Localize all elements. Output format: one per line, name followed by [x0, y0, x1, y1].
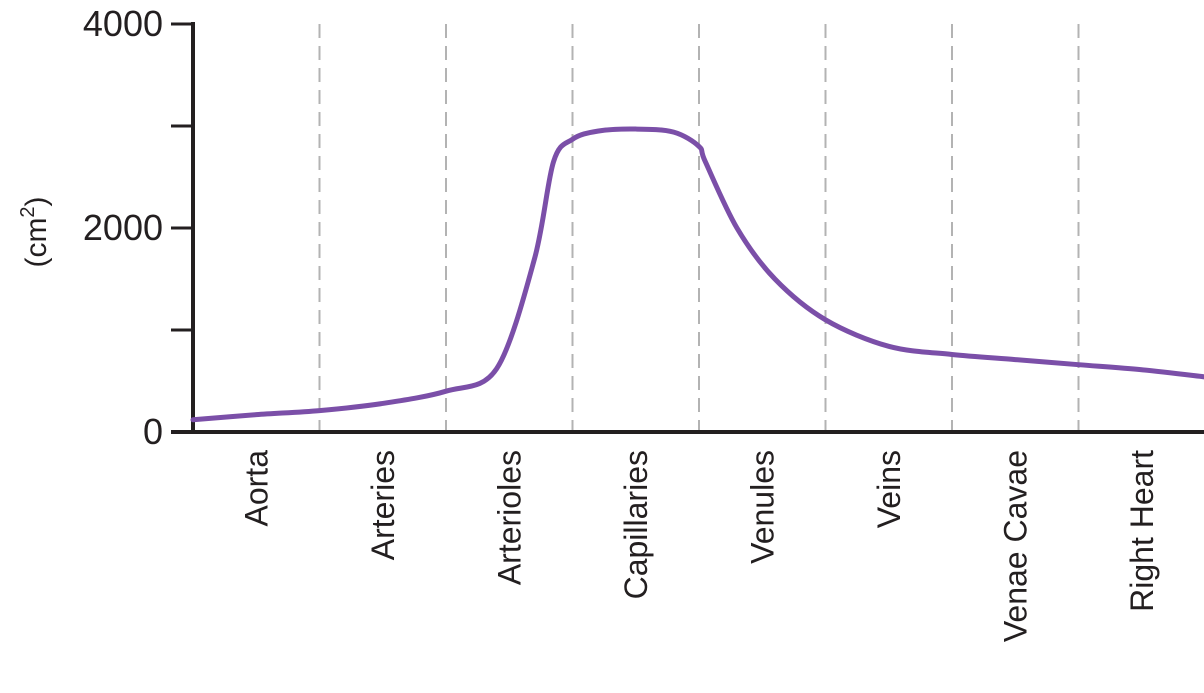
category-label: Arteries [365, 450, 401, 560]
y-axis: 0 2000 4000 [83, 3, 195, 452]
y-tick-label: 2000 [83, 207, 163, 248]
category-label: Right Heart [1124, 450, 1160, 612]
series-line [190, 126, 1204, 423]
category-label: Capillaries [618, 450, 654, 599]
category-labels: Aorta Arteries Arterioles Capillaries Venule… [238, 450, 1160, 642]
y-tick-label: 0 [143, 411, 163, 452]
category-label: Venae Cavae [997, 450, 1033, 642]
category-label: Aorta [238, 450, 274, 527]
y-axis-label-superscript: 2 [17, 206, 39, 217]
category-label: Venules [744, 450, 780, 564]
category-label: Veins [871, 450, 907, 528]
category-label: Arterioles [491, 450, 527, 585]
y-axis-label: (cm2) [17, 196, 53, 267]
y-tick-label: 4000 [83, 3, 163, 44]
y-axis-label-close: ) [20, 196, 53, 206]
y-axis-label-base: (cm [20, 218, 53, 268]
series-group [190, 126, 1204, 423]
category-dividers [318, 24, 1080, 432]
